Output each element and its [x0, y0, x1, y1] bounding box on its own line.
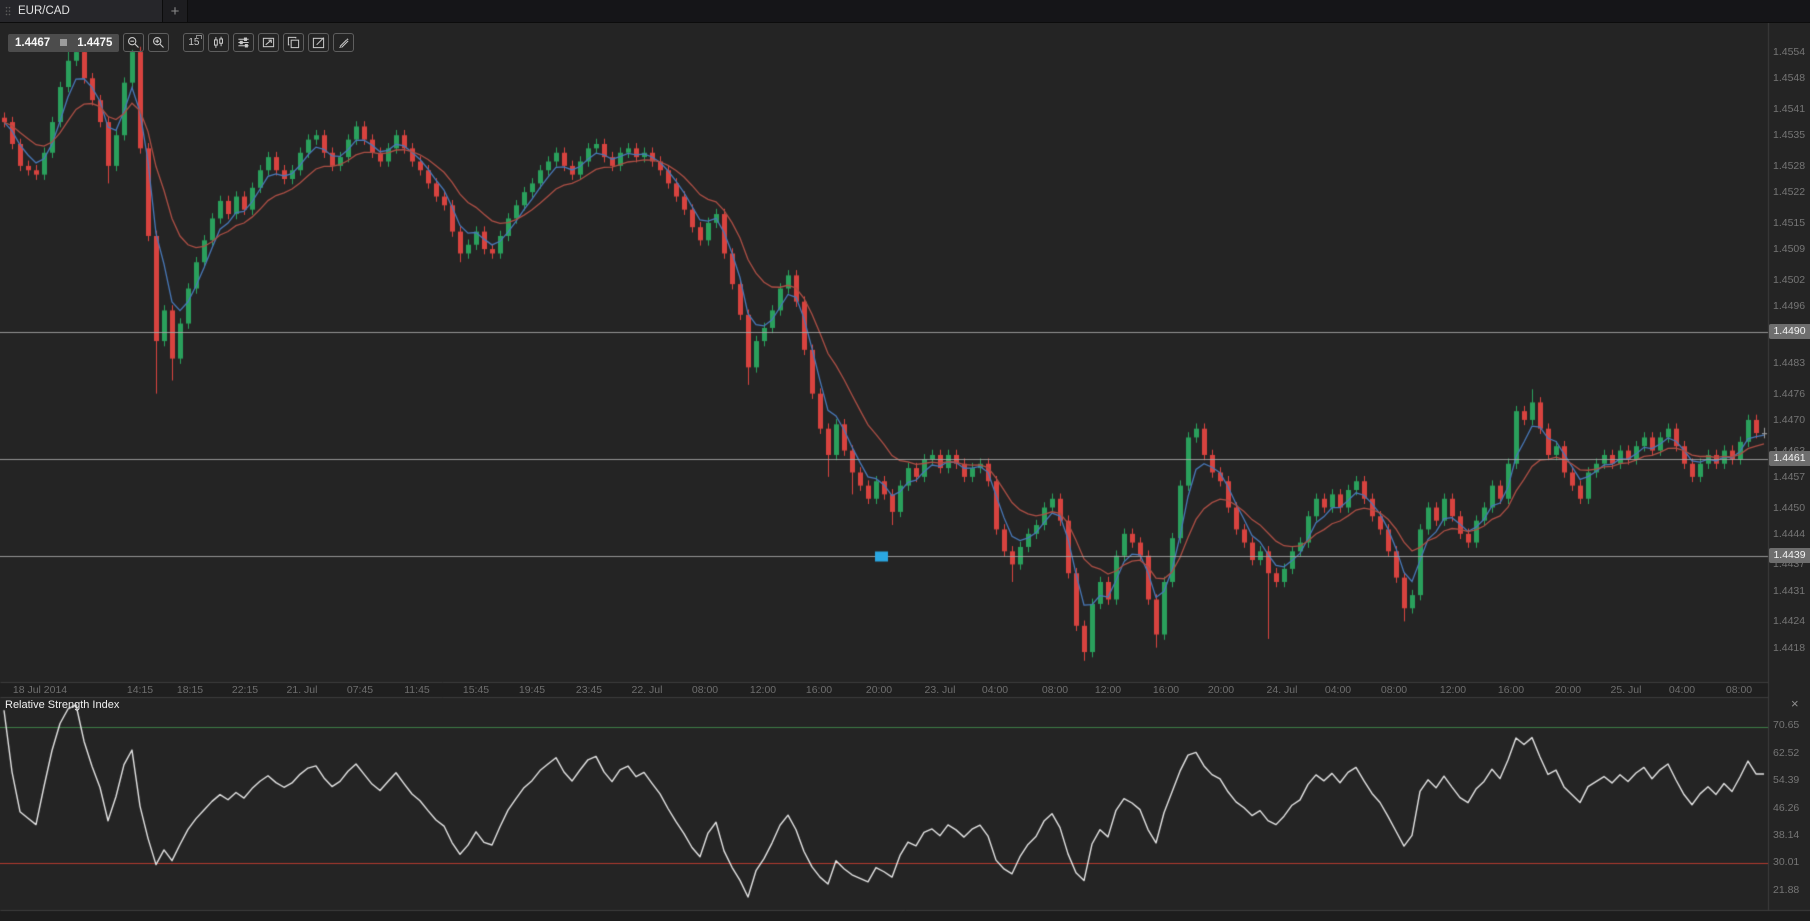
time-axis-label: 16:00 [1497, 684, 1525, 696]
price-axis-label: 1.4522 [1773, 186, 1806, 199]
time-axis-label: 08:00 [1041, 684, 1069, 696]
time-axis-label: 08:00 [691, 684, 719, 696]
time-axis-label: 25. Jul [1610, 684, 1642, 696]
time-axis-label: 22:15 [231, 684, 259, 696]
chart-snapshot-button[interactable] [258, 33, 280, 52]
time-axis-label: 22. Jul [631, 684, 663, 696]
price-axis-label: 1.4541 [1773, 102, 1806, 115]
rsi-title: Relative Strength Index [5, 699, 120, 711]
zoom-in-icon [153, 37, 165, 48]
pen-icon [339, 38, 349, 48]
tab-eurcad[interactable]: EUR/CAD [0, 0, 163, 22]
chart-tab-bar: EUR/CAD + [0, 0, 1810, 23]
zoom-out-button[interactable] [123, 33, 145, 52]
duplicate-chart-button[interactable] [283, 33, 305, 52]
time-axis-label: 23:45 [575, 684, 603, 696]
time-axis-label: 12:00 [1439, 684, 1467, 696]
bid-price: 1.4467 [15, 36, 51, 49]
price-axis-label: 1.4509 [1773, 243, 1806, 256]
tab-drag-handle-icon[interactable] [5, 6, 11, 16]
tab-label: EUR/CAD [18, 5, 70, 17]
time-axis-label: 12:00 [749, 684, 777, 696]
price-axis-label: 1.4515 [1773, 216, 1806, 229]
edit-box-icon [313, 37, 325, 49]
bid-ask-box[interactable]: 1.4467 1.4475 [8, 33, 120, 52]
price-axis-label: 1.4444 [1773, 527, 1806, 540]
time-axis-label: 16:00 [805, 684, 833, 696]
time-axis-label: 04:00 [1668, 684, 1696, 696]
time-axis-label: 20:00 [1207, 684, 1235, 696]
spread-indicator-icon [60, 39, 68, 46]
time-axis-label: 19:45 [518, 684, 546, 696]
time-axis-label: 24. Jul [1266, 684, 1298, 696]
time-axis-label: 07:45 [346, 684, 374, 696]
price-line-badge: 1.4461 [1769, 451, 1810, 467]
time-axis-label: 15:45 [462, 684, 490, 696]
price-axis-label: 1.4528 [1773, 159, 1806, 172]
time-axis-label: 08:00 [1380, 684, 1408, 696]
ask-price: 1.4475 [77, 36, 113, 49]
rsi-axis-label: 46.26 [1773, 801, 1800, 814]
price-axis-label: 1.4424 [1773, 615, 1806, 628]
timeframe-button[interactable]: 15 [183, 33, 205, 52]
price-axis-label: 1.4548 [1773, 72, 1806, 85]
price-axis-label: 1.4502 [1773, 273, 1806, 286]
price-axis-label: 1.4554 [1773, 46, 1806, 58]
rsi-axis-label: 62.52 [1773, 746, 1800, 759]
indicator-settings-button[interactable] [233, 33, 255, 52]
price-axis-label: 1.4418 [1773, 641, 1806, 654]
time-axis-label: 08:00 [1725, 684, 1753, 696]
time-axis-label: 04:00 [981, 684, 1009, 696]
price-axis-label: 1.4476 [1773, 387, 1806, 400]
zoom-out-icon [128, 37, 140, 48]
rsi-axis-label: 54.39 [1773, 774, 1800, 786]
price-line-badge: 1.4439 [1769, 547, 1810, 563]
chart-toolbar: 1.4467 1.4475 15 [8, 33, 355, 52]
time-axis-label: 23. Jul [924, 684, 956, 696]
time-axis-label: 12:00 [1094, 684, 1122, 696]
price-axis-label: 1.4470 [1773, 413, 1806, 426]
timeframe-label: 15 [188, 36, 200, 48]
price-axis-label: 1.4431 [1773, 584, 1806, 597]
time-axis-label: 20:00 [1554, 684, 1582, 696]
rsi-close-button[interactable]: × [1791, 696, 1799, 711]
candlestick-icon [214, 36, 224, 48]
rsi-axis-label: 21.88 [1773, 883, 1800, 896]
draw-tool-button[interactable] [333, 33, 355, 52]
price-axis-label: 1.4483 [1773, 356, 1806, 369]
rsi-axis-label: 38.14 [1773, 828, 1800, 841]
rsi-axis-label: 30.01 [1773, 856, 1800, 869]
zoom-in-button[interactable] [148, 33, 170, 52]
time-axis-label: 18 Jul 2014 [12, 684, 68, 696]
timeframe-dropdown-icon [196, 35, 203, 39]
price-axis-label: 1.4457 [1773, 470, 1806, 483]
edit-annotations-button[interactable] [308, 33, 330, 52]
time-axis-label: 16:00 [1152, 684, 1180, 696]
time-axis-label: 04:00 [1324, 684, 1352, 696]
chart-arrow-icon [263, 37, 275, 48]
price-line-badge: 1.4490 [1769, 324, 1810, 340]
time-axis-label: 11:45 [404, 684, 430, 696]
price-axis-label: 1.4496 [1773, 300, 1806, 313]
rsi-axis-label: 70.65 [1773, 719, 1800, 731]
copy-icon [288, 36, 300, 49]
price-axis-label: 1.4535 [1773, 129, 1806, 142]
chart-type-button[interactable] [208, 33, 230, 52]
new-tab-button[interactable]: + [163, 0, 188, 22]
price-axis-label: 1.4450 [1773, 501, 1806, 514]
time-axis-label: 14:15 [126, 684, 154, 696]
time-axis-label: 20:00 [865, 684, 893, 696]
time-axis-label: 18:15 [176, 684, 204, 696]
time-axis-label: 21. Jul [286, 684, 318, 696]
sliders-icon [238, 37, 249, 48]
